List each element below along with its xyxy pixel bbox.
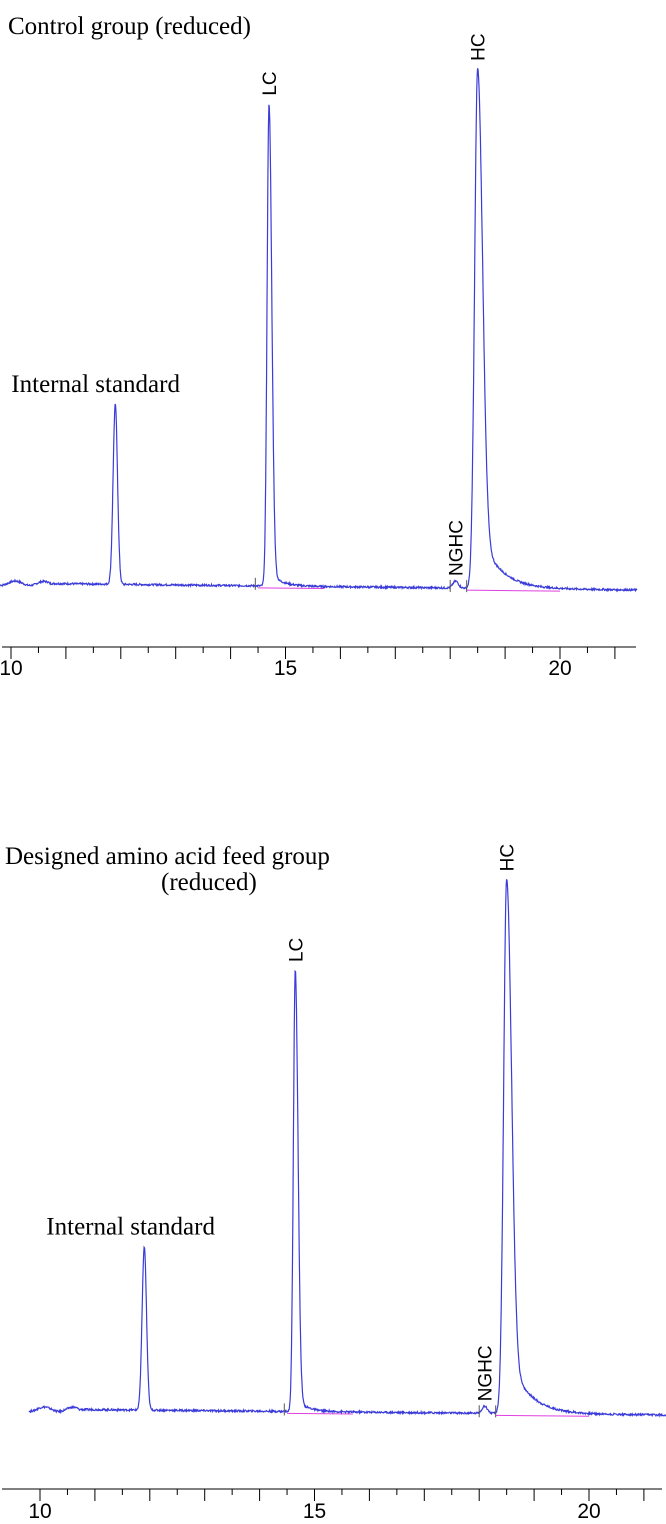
x-tick-label: 10 bbox=[0, 657, 23, 680]
peak-label: HC bbox=[469, 33, 490, 60]
panel-title: Control group (reduced) bbox=[8, 13, 251, 40]
integration-baseline bbox=[495, 1414, 590, 1417]
panel-title-line2: (reduced) bbox=[161, 869, 257, 896]
chromatogram-chart: 10 15 20 Internal standard LC NGHC HC bbox=[2, 844, 666, 1523]
x-tick-label: 15 bbox=[303, 1500, 326, 1523]
peak-label: Internal standard bbox=[11, 371, 180, 398]
peak-label: Internal standard bbox=[46, 1214, 215, 1241]
panel-title-line1: Designed amino acid feed group bbox=[5, 843, 330, 870]
chromatogram-panel-control: Control group (reduced) 10 15 20 Internal s… bbox=[0, 0, 666, 700]
peak-label: LC bbox=[286, 938, 307, 962]
integration-baseline bbox=[258, 587, 324, 590]
peak-label: NGHC bbox=[447, 520, 468, 576]
x-tick-label: 10 bbox=[28, 1500, 51, 1523]
peak-label: LC bbox=[260, 71, 281, 95]
chromatogram-chart: 10 15 20 Internal standard LC NGHC HC bbox=[0, 33, 638, 680]
chromatogram-trace bbox=[28, 879, 666, 1419]
peak-label: NGHC bbox=[476, 1345, 497, 1401]
chromatogram-trace bbox=[0, 68, 638, 593]
x-tick-label: 15 bbox=[274, 657, 297, 680]
x-tick-label: 20 bbox=[577, 1500, 600, 1523]
integration-baseline bbox=[466, 589, 561, 592]
x-tick-label: 20 bbox=[548, 657, 571, 680]
chromatogram-panel-designed-feed: Designed amino acid feed group (reduced)… bbox=[0, 820, 666, 1524]
integration-baseline bbox=[287, 1412, 353, 1415]
peak-label: HC bbox=[498, 844, 519, 871]
